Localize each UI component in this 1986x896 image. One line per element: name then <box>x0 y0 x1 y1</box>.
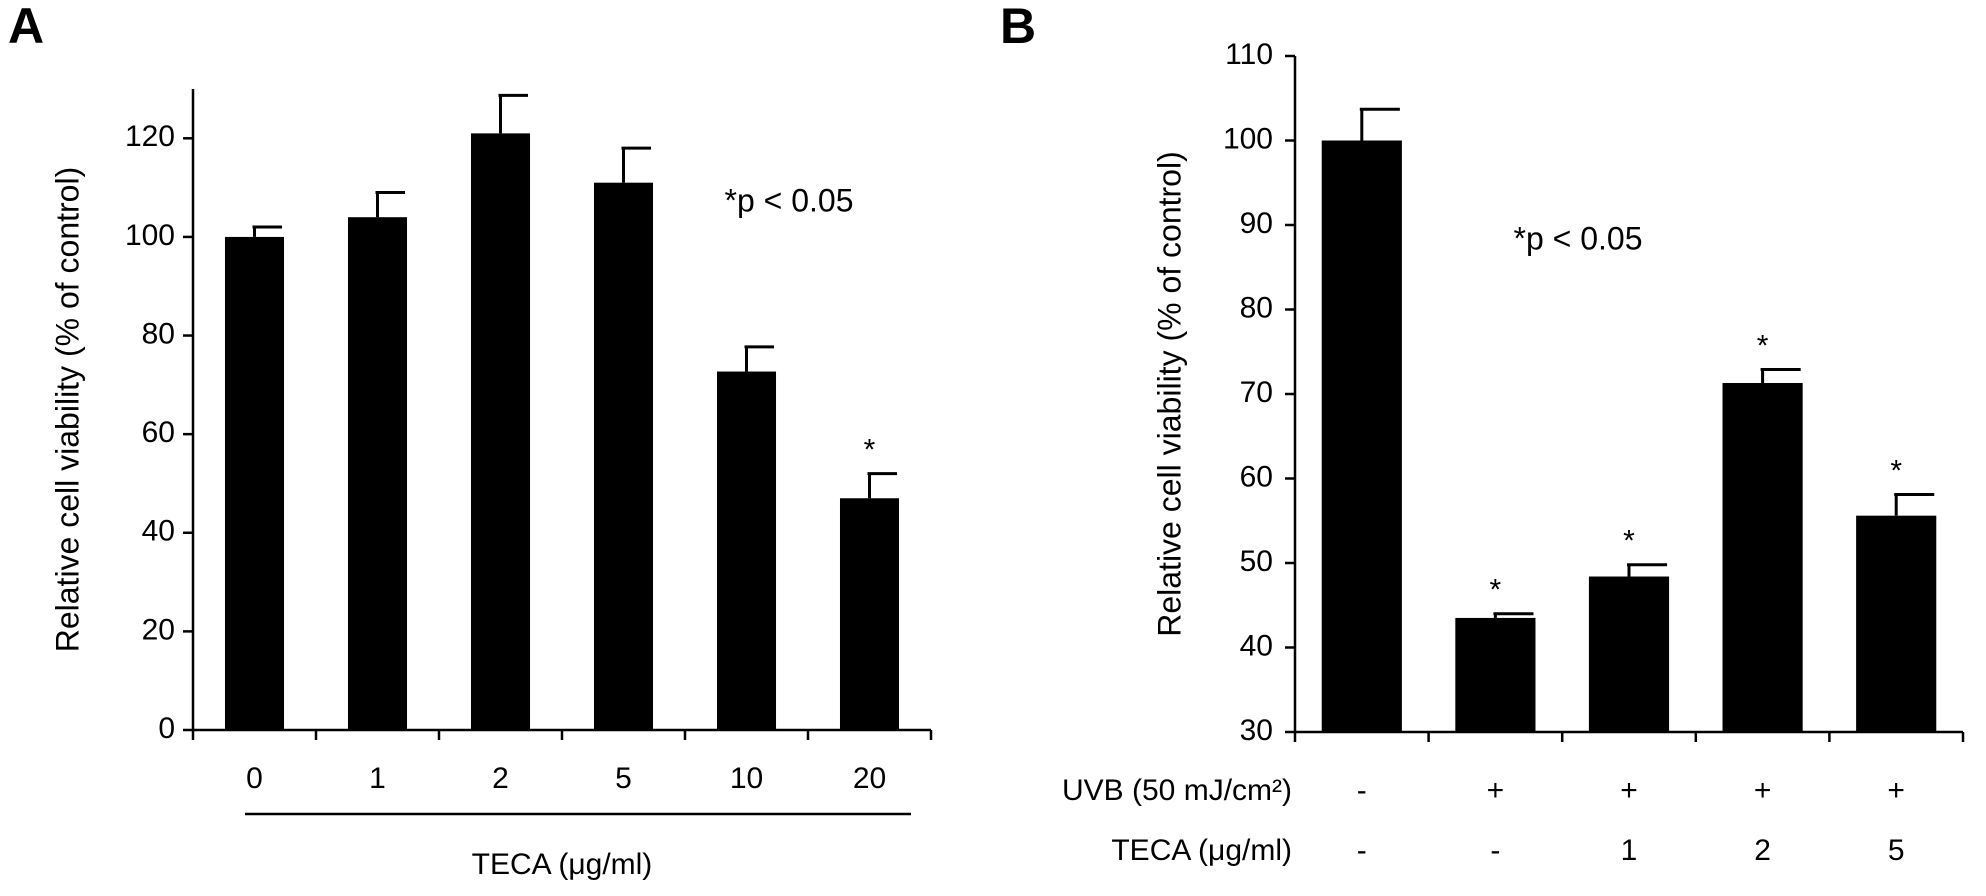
bar <box>839 498 900 730</box>
error-bar <box>1894 493 1935 516</box>
y-tick-label: 40 <box>1240 629 1273 662</box>
row-label: UVB (50 mJ/cm²) <box>1062 774 1292 807</box>
row-value: + <box>1887 774 1905 807</box>
row-value: 5 <box>1888 834 1905 867</box>
x-tick-label: 10 <box>730 762 763 795</box>
bar <box>1856 515 1937 732</box>
bar <box>1321 140 1402 732</box>
panel-label: B <box>1000 0 1036 54</box>
row-value: - <box>1490 834 1500 867</box>
error-bar <box>744 345 775 372</box>
bar <box>1722 383 1803 732</box>
y-axis-title: Relative cell viability (% of control) <box>49 167 85 653</box>
row-value: 2 <box>1754 834 1771 867</box>
y-tick-label: 110 <box>1225 38 1273 71</box>
y-tick-label: 30 <box>1240 714 1273 747</box>
y-tick-label: 50 <box>1240 545 1273 578</box>
bar <box>593 182 654 730</box>
error-bar <box>498 93 529 134</box>
bar <box>224 236 285 730</box>
error-bar <box>867 472 898 499</box>
x-tick-label: 2 <box>492 762 509 795</box>
row-value: + <box>1487 774 1505 807</box>
y-tick-label: 40 <box>142 515 175 548</box>
error-bar <box>1760 367 1801 384</box>
x-axis-title: TECA (μg/ml) <box>472 848 653 881</box>
annotation: *p < 0.05 <box>725 182 854 218</box>
panel-label: A <box>8 0 44 54</box>
y-tick-label: 60 <box>1240 460 1273 493</box>
error-bar <box>375 191 406 218</box>
significance-marker: * <box>864 434 876 467</box>
y-axis-title: Relative cell viability (% of control) <box>1151 151 1187 637</box>
error-bar <box>252 225 283 237</box>
row-value: + <box>1754 774 1772 807</box>
row-value: 1 <box>1621 834 1638 867</box>
y-tick-label: 100 <box>1223 122 1273 155</box>
error-bar <box>1627 563 1668 577</box>
significance-marker: * <box>1623 525 1635 558</box>
bar <box>1455 617 1536 732</box>
row-value: - <box>1357 774 1367 807</box>
x-tick-label: 5 <box>615 762 632 795</box>
row-value: - <box>1357 834 1367 867</box>
y-tick-label: 100 <box>125 219 175 252</box>
y-tick-label: 0 <box>158 712 175 745</box>
significance-marker: * <box>1490 574 1502 607</box>
error-bar <box>1359 107 1400 141</box>
y-tick-label: 60 <box>142 416 175 449</box>
bar <box>470 133 531 730</box>
y-tick-label: 70 <box>1240 376 1273 409</box>
x-tick-label: 0 <box>246 762 263 795</box>
significance-marker: * <box>1757 329 1769 362</box>
y-tick-label: 90 <box>1240 207 1273 240</box>
error-bar <box>1493 612 1534 618</box>
bar <box>347 217 408 730</box>
x-tick-label: 20 <box>853 762 886 795</box>
y-tick-label: 80 <box>142 317 175 350</box>
annotation: *p < 0.05 <box>1514 220 1643 256</box>
y-tick-label: 20 <box>142 613 175 646</box>
y-tick-label: 120 <box>125 120 175 153</box>
row-label: TECA (μg/ml) <box>1111 834 1292 867</box>
significance-marker: * <box>1890 454 1902 487</box>
row-value: + <box>1620 774 1638 807</box>
bar <box>716 371 777 730</box>
x-tick-label: 1 <box>369 762 386 795</box>
bar <box>1588 576 1670 732</box>
y-tick-label: 80 <box>1240 291 1273 324</box>
error-bar <box>621 146 652 183</box>
